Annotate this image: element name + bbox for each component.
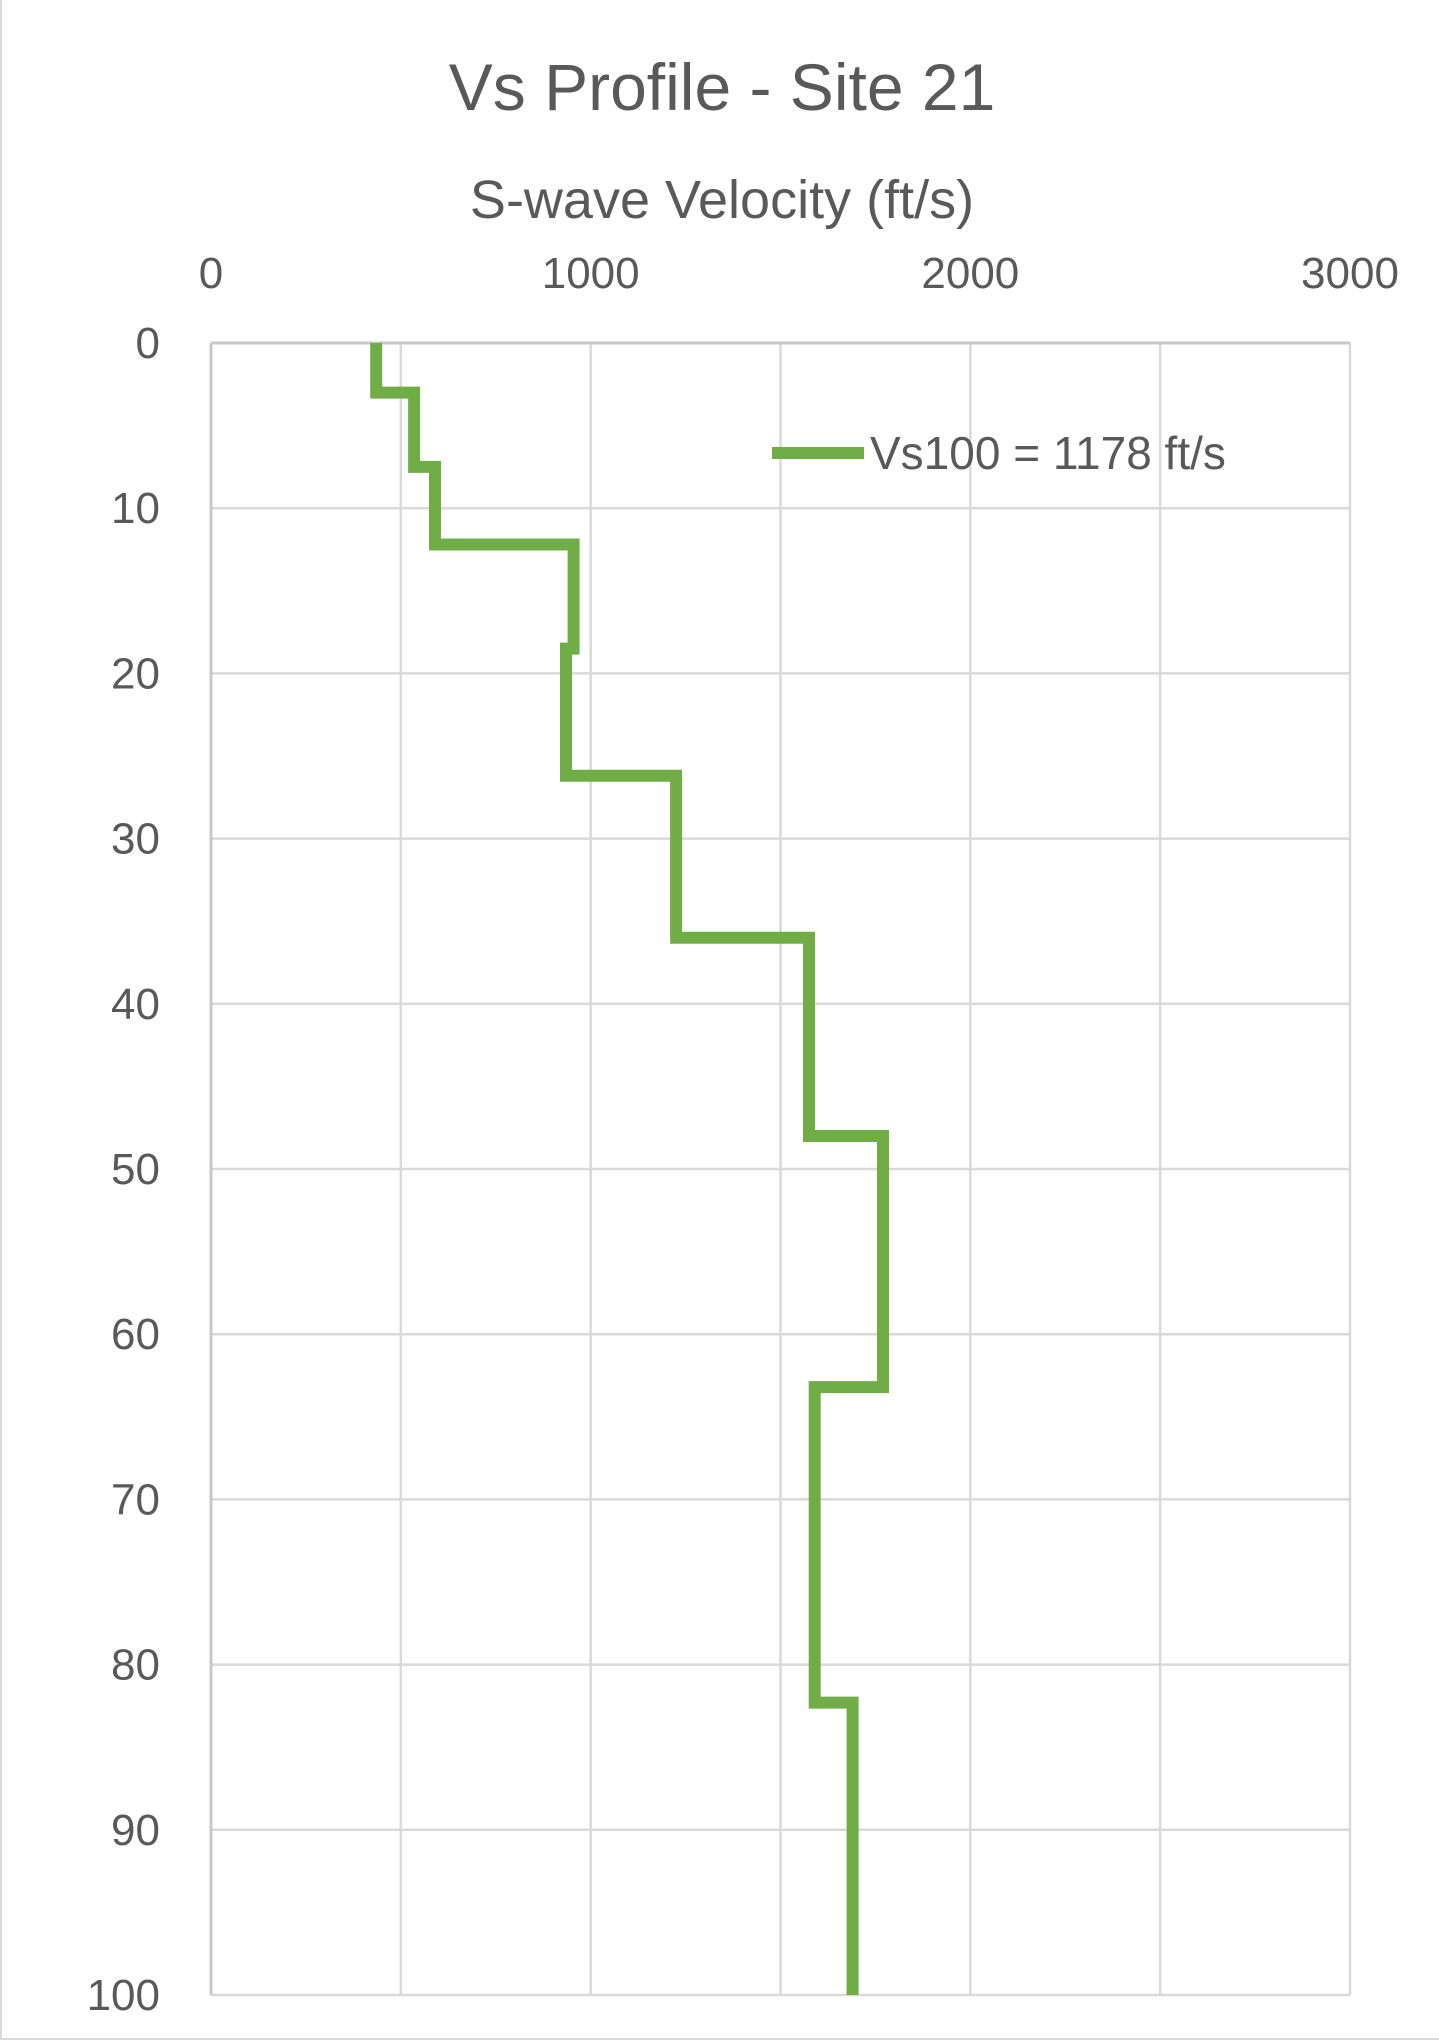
legend: Vs100 = 1178 ft/s	[772, 427, 1226, 479]
series-layer	[370, 343, 889, 1995]
chart-title: Vs Profile - Site 21	[449, 50, 996, 124]
y-tick-label: 10	[111, 484, 160, 533]
y-tick-label: 70	[111, 1475, 160, 1524]
x-axis-title: S-wave Velocity (ft/s)	[470, 170, 974, 230]
y-tick-label: 100	[87, 1971, 160, 2020]
grid-layer	[209, 341, 1352, 1997]
axis-layer	[209, 341, 1350, 1995]
x-tick-label: 2000	[921, 249, 1019, 298]
x-tick-label: 1000	[542, 249, 640, 298]
series-line	[370, 343, 889, 1995]
y-tick-label: 80	[111, 1641, 160, 1690]
y-tick-label: 30	[111, 815, 160, 864]
y-tick-label: 40	[111, 980, 160, 1029]
y-tick-label: 0	[136, 319, 160, 368]
x-tick-label: 3000	[1301, 249, 1399, 298]
x-tick-label: 0	[199, 249, 223, 298]
y-tick-label: 50	[111, 1145, 160, 1194]
legend-label: Vs100 = 1178 ft/s	[870, 427, 1226, 479]
y-tick-label: 90	[111, 1806, 160, 1855]
y-tick-label: 20	[111, 649, 160, 698]
y-tick-label: 60	[111, 1310, 160, 1359]
tick-label-layer: 0 1000 2000 3000 0 10 20 30 40 50 60 70 80 90 100	[87, 249, 1399, 2020]
